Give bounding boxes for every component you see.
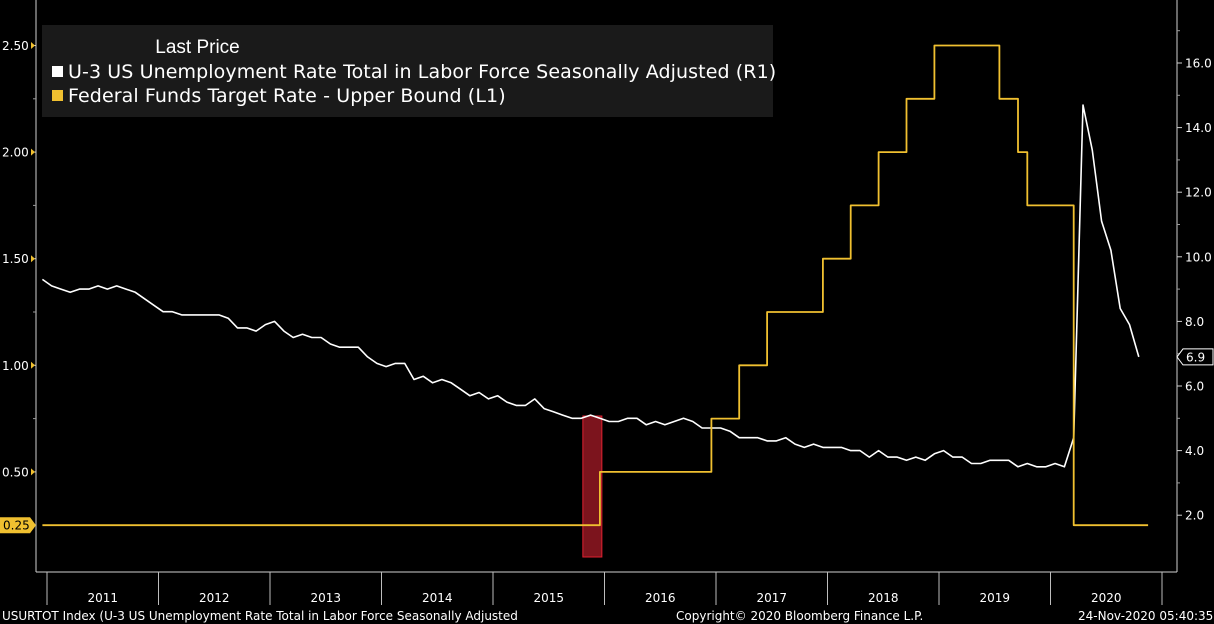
- footer-timestamp: 24-Nov-2020 05:40:35: [1078, 609, 1214, 623]
- left-tick-marker: [31, 361, 35, 369]
- right-last-value-label: 6.9: [1186, 350, 1205, 364]
- left-tick-label: 2.50: [2, 39, 29, 53]
- legend-swatch-white: [52, 66, 63, 77]
- series-line-unemployment: [41, 104, 1140, 468]
- left-tick-marker: [31, 255, 35, 263]
- legend: Last Price U-3 US Unemployment Rate Tota…: [42, 25, 776, 117]
- x-tick-label: 2013: [310, 591, 341, 605]
- right-tick-label: 4.0: [1185, 444, 1204, 458]
- left-tick-marker: [31, 468, 35, 476]
- series-line-fed-funds: [42, 44, 1149, 527]
- left-last-value-tag: [0, 517, 36, 534]
- legend-label-unemployment: U-3 US Unemployment Rate Total in Labor …: [68, 61, 777, 83]
- series-layer: [41, 44, 1149, 527]
- right-tick-label: 8.0: [1185, 315, 1204, 329]
- left-tick-label: 2.00: [2, 146, 29, 160]
- right-tick-label: 14.0: [1185, 121, 1212, 135]
- x-tick-label: 2018: [868, 591, 899, 605]
- x-tick-label: 2017: [756, 591, 787, 605]
- legend-title: Last Price: [155, 37, 240, 58]
- x-tick-label: 2020: [1091, 591, 1122, 605]
- left-tick-label: 1.50: [2, 252, 29, 266]
- right-tick-label: 6.0: [1185, 380, 1204, 394]
- x-tick-label: 2016: [645, 591, 676, 605]
- x-tick-label: 2014: [422, 591, 453, 605]
- legend-item-fed-funds: Federal Funds Target Rate - Upper Bound …: [52, 85, 506, 107]
- x-tick-label: 2015: [533, 591, 564, 605]
- left-tick-label: 1.00: [2, 359, 29, 373]
- right-tick-label: 10.0: [1185, 250, 1212, 264]
- footer-copyright: Copyright© 2020 Bloomberg Finance L.P.: [676, 609, 924, 623]
- x-tick-label: 2011: [87, 591, 118, 605]
- legend-item-unemployment: U-3 US Unemployment Rate Total in Labor …: [52, 61, 776, 83]
- right-last-value-tag: [1176, 348, 1214, 366]
- axis-layer: 2011 2012 2013 2014 2015 2016 2017 2018 2019 2020…: [0, 0, 1214, 605]
- legend-swatch-yellow: [52, 90, 63, 101]
- legend-label-fed-funds: Federal Funds Target Rate - Upper Bound …: [68, 85, 506, 107]
- left-last-value-label: 0.25: [3, 519, 30, 533]
- x-tick-label: 2012: [199, 591, 230, 605]
- left-tick-marker: [31, 42, 35, 49]
- x-tick-label: 2019: [979, 591, 1010, 605]
- right-tick-label: 12.0: [1185, 186, 1212, 200]
- right-tick-label: 16.0: [1185, 57, 1212, 71]
- left-tick-marker: [31, 148, 35, 156]
- footer-ticker: USURTOT Index (U-3 US Unemployment Rate …: [2, 609, 518, 623]
- left-tick-label: 0.50: [2, 465, 29, 479]
- right-tick-label: 2.0: [1185, 509, 1204, 523]
